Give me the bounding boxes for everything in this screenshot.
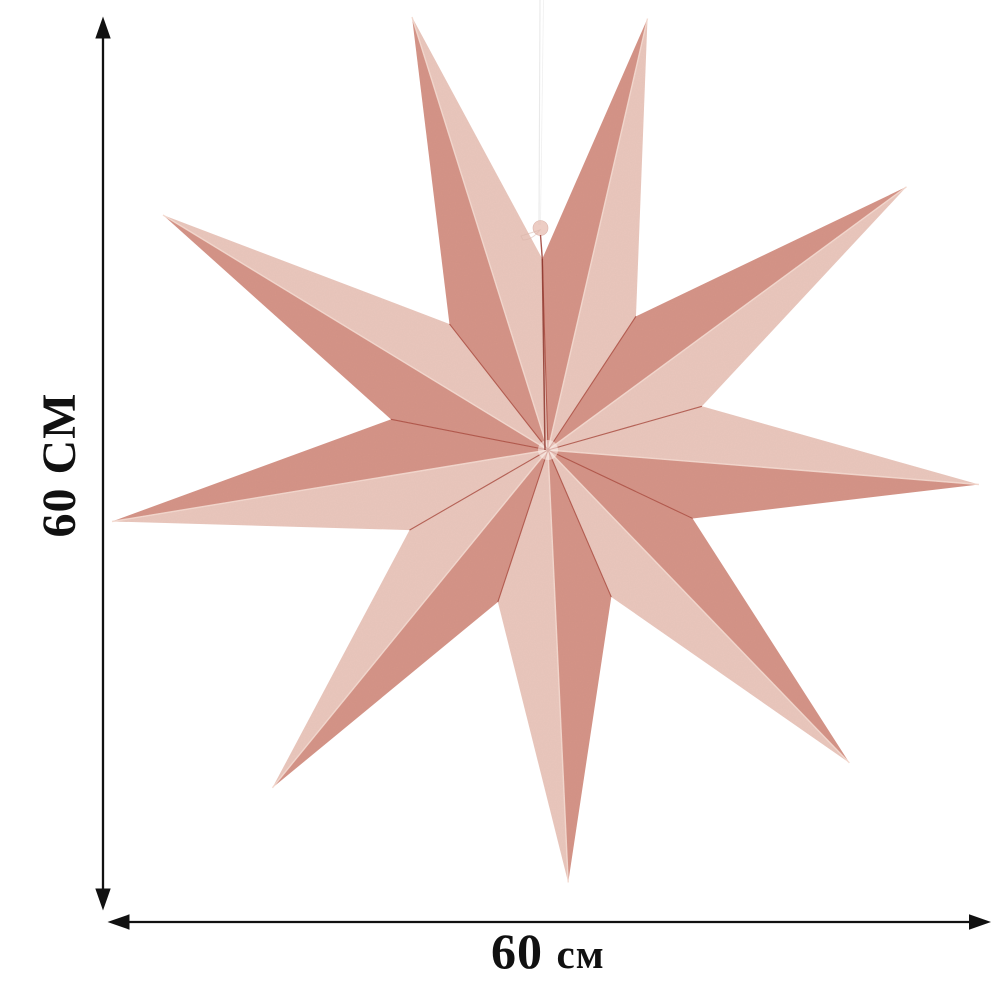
svg-text:60 СМ: 60 СМ xyxy=(33,393,86,538)
svg-text:60 см: 60 см xyxy=(491,923,605,979)
